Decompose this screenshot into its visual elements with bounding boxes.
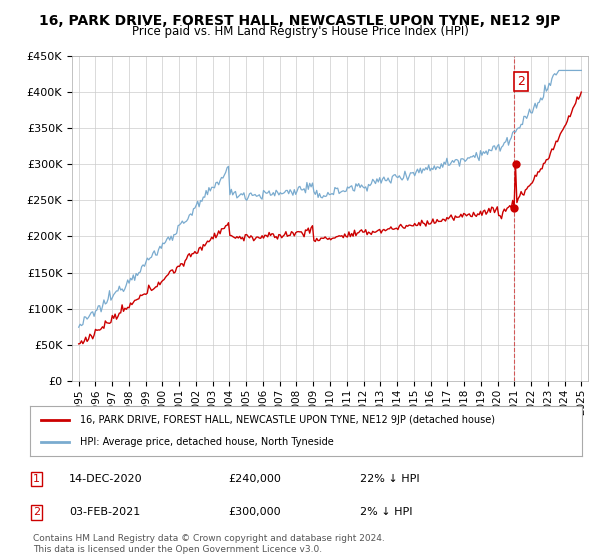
Text: 2% ↓ HPI: 2% ↓ HPI	[360, 507, 413, 517]
Text: £240,000: £240,000	[228, 474, 281, 484]
Text: HPI: Average price, detached house, North Tyneside: HPI: Average price, detached house, Nort…	[80, 437, 334, 447]
Text: 2: 2	[517, 75, 524, 88]
Text: 03-FEB-2021: 03-FEB-2021	[69, 507, 140, 517]
Text: 16, PARK DRIVE, FOREST HALL, NEWCASTLE UPON TYNE, NE12 9JP: 16, PARK DRIVE, FOREST HALL, NEWCASTLE U…	[40, 14, 560, 28]
Text: Contains HM Land Registry data © Crown copyright and database right 2024.: Contains HM Land Registry data © Crown c…	[33, 534, 385, 543]
Text: This data is licensed under the Open Government Licence v3.0.: This data is licensed under the Open Gov…	[33, 545, 322, 554]
Text: Price paid vs. HM Land Registry's House Price Index (HPI): Price paid vs. HM Land Registry's House …	[131, 25, 469, 38]
Text: 14-DEC-2020: 14-DEC-2020	[69, 474, 143, 484]
Text: 2: 2	[33, 507, 40, 517]
Text: 22% ↓ HPI: 22% ↓ HPI	[360, 474, 419, 484]
Text: 16, PARK DRIVE, FOREST HALL, NEWCASTLE UPON TYNE, NE12 9JP (detached house): 16, PARK DRIVE, FOREST HALL, NEWCASTLE U…	[80, 415, 494, 425]
Text: 1: 1	[33, 474, 40, 484]
Text: £300,000: £300,000	[228, 507, 281, 517]
